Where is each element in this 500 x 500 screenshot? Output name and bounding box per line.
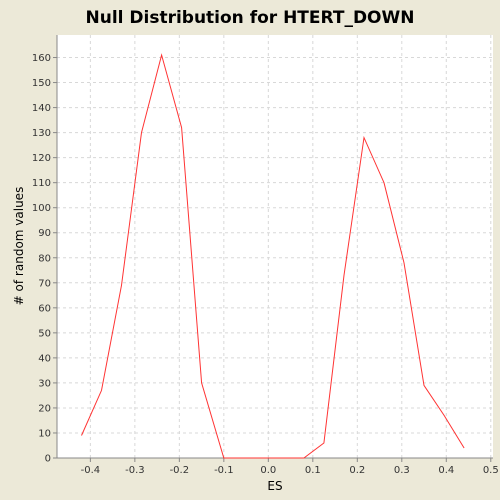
y-tick-label: 10 bbox=[38, 428, 51, 439]
y-tick-label: 50 bbox=[38, 328, 51, 339]
x-tick-label: -0.4 bbox=[81, 465, 101, 476]
y-tick-label: 70 bbox=[38, 278, 51, 289]
x-tick-label: 0.2 bbox=[349, 465, 365, 476]
x-tick-label: 0.0 bbox=[260, 465, 276, 476]
y-tick-label: 100 bbox=[32, 203, 51, 214]
x-tick-label: 0.3 bbox=[394, 465, 410, 476]
series-line bbox=[81, 53, 465, 459]
y-tick-label: 160 bbox=[32, 53, 51, 64]
plot-area bbox=[57, 35, 493, 458]
y-axis-label: # of random values bbox=[12, 187, 26, 306]
series-layer bbox=[81, 53, 465, 459]
y-tick-label: 120 bbox=[32, 153, 51, 164]
y-tick-label: 40 bbox=[38, 353, 51, 364]
chart-title: Null Distribution for HTERT_DOWN bbox=[85, 8, 414, 28]
axes: -0.4 -0.3 -0.2 -0.1 0.0 0.1 0.2 0.3 0.4 0.5 0 10 20 3… bbox=[32, 35, 499, 476]
x-tick-label: 0.4 bbox=[438, 465, 454, 476]
y-tick-label: 150 bbox=[32, 78, 51, 89]
x-tick-label: -0.2 bbox=[170, 465, 190, 476]
x-axis-label: ES bbox=[267, 479, 282, 493]
y-tick-label: 140 bbox=[32, 103, 51, 114]
y-tick-label: 80 bbox=[38, 253, 51, 264]
x-tick-label: 0.5 bbox=[483, 465, 499, 476]
y-tick-label: 0 bbox=[45, 454, 51, 465]
y-tick-label: 130 bbox=[32, 128, 51, 139]
y-tick-label: 20 bbox=[38, 403, 51, 414]
x-tick-label: 0.1 bbox=[305, 465, 321, 476]
x-tick-label: -0.3 bbox=[125, 465, 145, 476]
y-tick-label: 90 bbox=[38, 228, 51, 239]
grid bbox=[57, 35, 493, 459]
y-tick-label: 30 bbox=[38, 378, 51, 389]
y-tick-label: 60 bbox=[38, 303, 51, 314]
y-tick-label: 110 bbox=[32, 178, 51, 189]
x-tick-label: -0.1 bbox=[214, 465, 234, 476]
